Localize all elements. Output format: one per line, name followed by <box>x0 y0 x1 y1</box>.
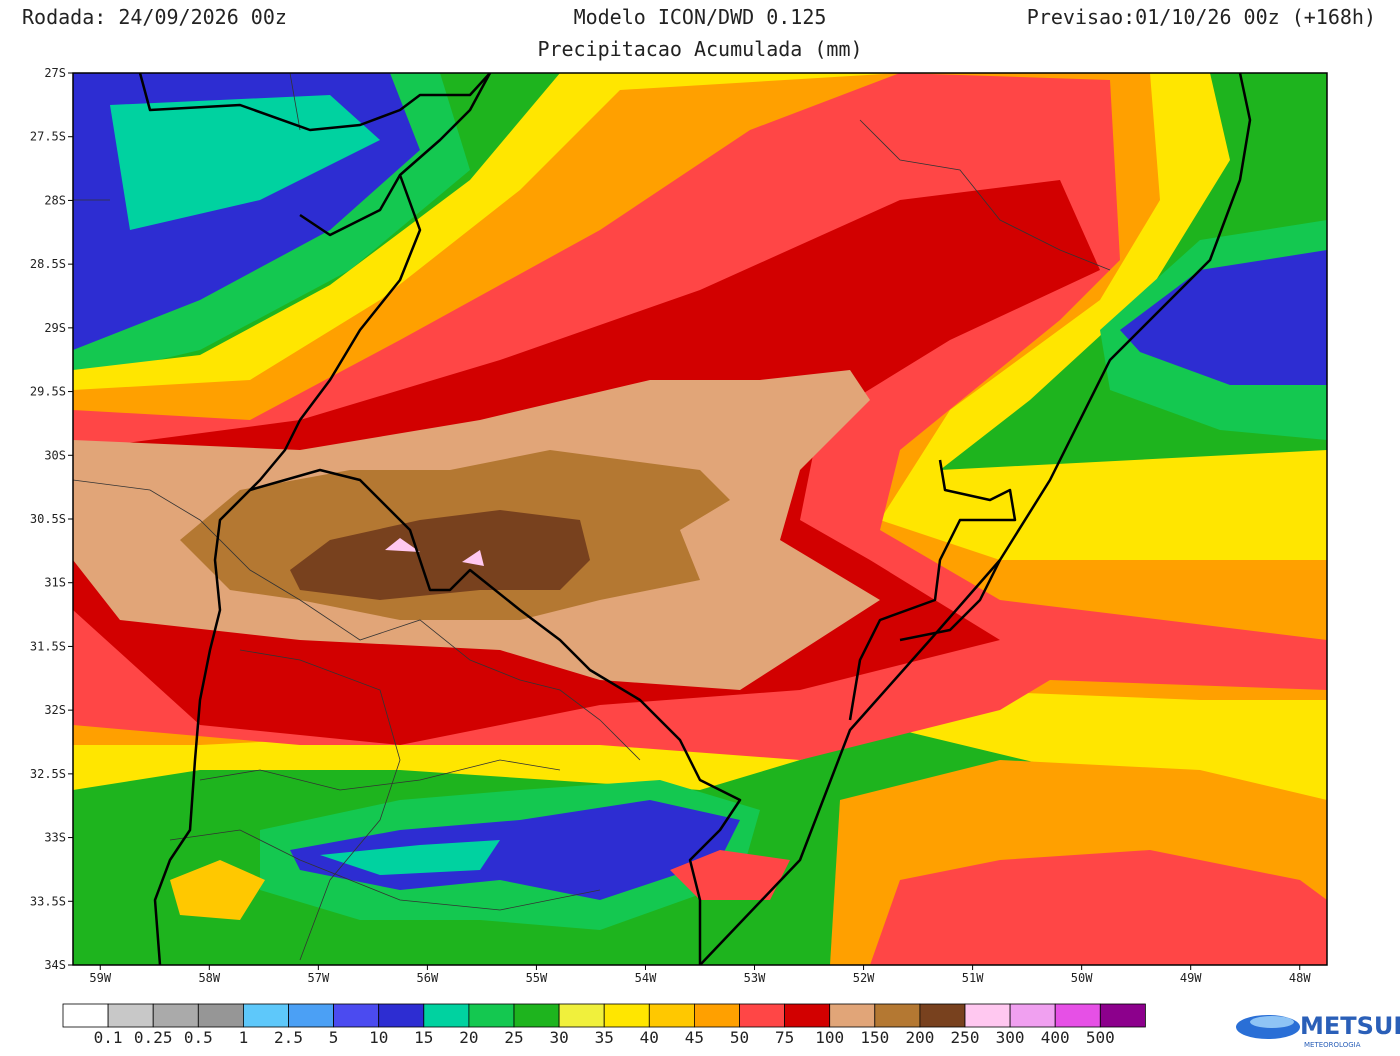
precip-region <box>870 850 1327 965</box>
precip-region <box>290 800 740 900</box>
precip-region <box>1120 250 1327 385</box>
map-title: Precipitacao Acumulada (mm) <box>537 37 862 61</box>
colorbar-label: 40 <box>640 1028 659 1047</box>
colorbar-label: 400 <box>1041 1028 1070 1047</box>
colorbar-swatch <box>378 1003 425 1028</box>
lon-tick-label: 51W <box>962 971 984 985</box>
precip-region <box>670 850 790 900</box>
colorbar-swatch <box>468 1003 515 1028</box>
colorbar-label: 15 <box>414 1028 433 1047</box>
colorbar-swatch <box>874 1003 921 1028</box>
lat-tick-label: 30.5S <box>30 512 66 526</box>
colorbar-label: 75 <box>775 1028 794 1047</box>
lat-tick-label: 28S <box>44 193 66 207</box>
colorbar-swatch <box>784 1003 831 1028</box>
lat-tick-label: 28.5S <box>30 257 66 271</box>
colorbar-label: 150 <box>860 1028 889 1047</box>
lat-tick-label: 32S <box>44 703 66 717</box>
precip-region <box>320 840 500 875</box>
colorbar-swatch <box>152 1003 199 1028</box>
colorbar-label: 30 <box>549 1028 568 1047</box>
colorbar-label: 100 <box>815 1028 844 1047</box>
run-label: Rodada: 24/09/2026 00z <box>22 5 287 29</box>
precip-field <box>73 73 1327 965</box>
colorbar-label: 10 <box>369 1028 388 1047</box>
colorbar-label: 35 <box>595 1028 614 1047</box>
colorbar-swatch <box>558 1003 605 1028</box>
lat-tick-label: 34S <box>44 958 66 972</box>
precip-region <box>462 550 484 566</box>
colorbar-swatch <box>423 1003 470 1028</box>
colorbar-swatch <box>242 1003 289 1028</box>
logo: METSUL METEOROLOGIA <box>1236 1012 1400 1049</box>
lat-tick-label: 33S <box>44 831 66 845</box>
colorbar-swatch <box>107 1003 154 1028</box>
lat-tick-label: 33.5S <box>30 894 66 908</box>
map-lines <box>73 73 1252 965</box>
lon-tick-label: 50W <box>1071 971 1093 985</box>
lat-tick-label: 30S <box>44 448 66 462</box>
logo-swoosh <box>1250 1016 1294 1028</box>
colorbar-swatch <box>603 1003 650 1028</box>
colorbar-swatch <box>919 1003 966 1028</box>
lat-tick-label: 31S <box>44 576 66 590</box>
colorbar-swatch <box>1054 1003 1101 1028</box>
colorbar-label: 50 <box>730 1028 749 1047</box>
lat-tick-label: 27S <box>44 66 66 80</box>
colorbar-label: 1 <box>239 1028 249 1047</box>
colorbar-swatch <box>964 1003 1011 1028</box>
colorbar-swatch <box>829 1003 876 1028</box>
colorbar-swatch <box>1009 1003 1056 1028</box>
lon-tick-label: 48W <box>1289 971 1311 985</box>
logo-tagline: METEOROLOGIA <box>1304 1041 1361 1049</box>
colorbar-label: 300 <box>996 1028 1025 1047</box>
lon-tick-label: 54W <box>635 971 657 985</box>
precip-region <box>290 510 590 600</box>
colorbar-swatch <box>333 1003 380 1028</box>
lon-tick-label: 49W <box>1180 971 1202 985</box>
colorbar-swatch <box>513 1003 560 1028</box>
colorbar-swatch <box>288 1003 334 1028</box>
lat-tick-label: 29.5S <box>30 385 66 399</box>
logo-name: METSUL <box>1300 1012 1400 1040</box>
colorbar-label: 45 <box>685 1028 704 1047</box>
lon-tick-label: 57W <box>308 971 330 985</box>
lat-tick-label: 27.5S <box>30 130 66 144</box>
colorbar-swatch <box>62 1003 109 1028</box>
colorbar-label: 0.1 <box>94 1028 123 1047</box>
precip-region <box>385 538 420 552</box>
colorbar-swatch <box>694 1003 740 1028</box>
colorbar-label: 250 <box>951 1028 980 1047</box>
colorbar-swatch <box>739 1003 785 1028</box>
colorbar-label: 20 <box>459 1028 478 1047</box>
lat-tick-label: 31.5S <box>30 639 66 653</box>
lat-tick-label: 32.5S <box>30 767 66 781</box>
precip-region <box>170 860 265 920</box>
colorbar-label: 200 <box>905 1028 934 1047</box>
forecast-label: Previsao:01/10/26 00z (+168h) <box>1027 5 1376 29</box>
colorbar-label: 2.5 <box>274 1028 303 1047</box>
colorbar-label: 500 <box>1086 1028 1115 1047</box>
lon-tick-label: 55W <box>526 971 548 985</box>
lon-tick-label: 56W <box>417 971 439 985</box>
colorbar-label: 0.25 <box>134 1028 173 1047</box>
lon-tick-label: 52W <box>853 971 875 985</box>
colorbar-label: 0.5 <box>184 1028 213 1047</box>
lon-tick-label: 58W <box>198 971 220 985</box>
colorbar-label: 5 <box>329 1028 339 1047</box>
lon-tick-label: 53W <box>744 971 766 985</box>
colorbar-swatch <box>1099 1003 1146 1028</box>
colorbar-swatch <box>648 1003 695 1028</box>
lon-tick-label: 59W <box>89 971 111 985</box>
colorbar-label: 25 <box>504 1028 523 1047</box>
model-label: Modelo ICON/DWD 0.125 <box>574 5 827 29</box>
colorbar-swatch <box>197 1003 244 1028</box>
lat-tick-label: 29S <box>44 321 66 335</box>
